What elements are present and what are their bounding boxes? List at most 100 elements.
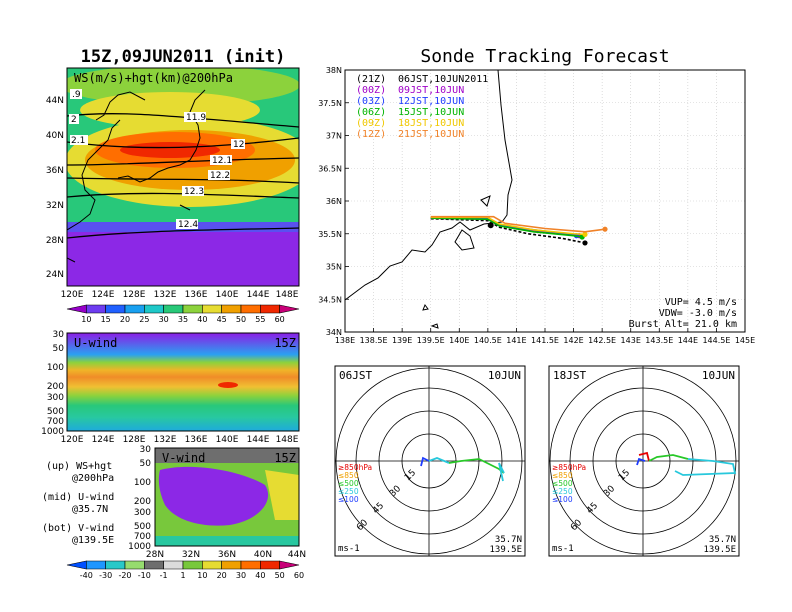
track-y-tick-label: 34.5N <box>318 295 342 304</box>
v-colorbar-tick-label: 50 <box>275 571 285 580</box>
polar-wind-trace <box>420 456 430 467</box>
polar-panel-right: 18JST 10JUN≥850hPa≤850≤500≤250≤1001530456… <box>548 365 740 557</box>
ws-colorbar-tick-label: 45 <box>217 315 227 324</box>
ws-lower-band <box>67 225 299 286</box>
track-grid <box>345 70 745 332</box>
polar-level-label: ≤100 <box>552 495 573 504</box>
polar-units: ms-1 <box>552 544 574 554</box>
polar-time: 06JST <box>339 369 372 382</box>
track-series-line <box>430 216 586 236</box>
v-colorbar-tick-label: 20 <box>217 571 227 580</box>
track-lines <box>430 215 608 246</box>
contour-label-6: 12.2 <box>210 171 230 181</box>
legend-jst: 09JST,10JUN <box>398 85 464 96</box>
ws-lon-tick-6: 144E <box>247 290 270 300</box>
polar-wind-trace <box>638 451 650 462</box>
polar-lon: 139.5E <box>489 545 522 555</box>
panel-notes: (up) WS+hgt @200hPa (mid) U-wind @35.7N … <box>42 461 114 546</box>
ws-map-panel: WS(m/s)+hgt(km)@200hPa .9 2 2.1 11.9 12 … <box>46 67 300 324</box>
v-colorbar-swatch <box>105 560 126 570</box>
track-ticks: 138E 138.5E 139E 139.5E 140E 140.5E 141E 141.5E… <box>318 66 755 345</box>
track-end-point <box>582 240 588 246</box>
ws-colorbar-swatch <box>86 304 106 314</box>
u-wind-x-ticks: 120E 124E 128E 132E 136E 140E 144E 148E <box>61 435 299 445</box>
u-x-tick-2: 128E <box>123 435 146 445</box>
v-colorbar-tick-label: -1 <box>160 571 168 580</box>
ws-height-contour-3 <box>67 157 299 166</box>
track-y-tick-label: 37.5N <box>318 99 342 108</box>
legend-jst: 18JST,10JUN <box>398 118 464 129</box>
track-legend: (21Z) 06JST,10JUN2011 (00Z) 09JST,10JUN (03Z… <box>356 74 488 140</box>
polar-level-label: ≤500 <box>338 479 359 488</box>
ws-colorbar-swatch <box>240 304 261 314</box>
polar-wind-trace <box>648 454 689 462</box>
v-colorbar-swatch <box>124 560 145 570</box>
note-1-b: @35.7N <box>72 504 108 515</box>
v-y-tick-6: 700 <box>134 532 151 542</box>
u-x-tick-7: 148E <box>276 435 299 445</box>
track-y-tick-label: 35N <box>326 263 342 272</box>
track-x-tick-label: 141.5E <box>531 336 559 345</box>
ws-frame <box>66 67 300 287</box>
note-0-b: @200hPa <box>72 473 114 484</box>
u-wind-core <box>218 382 238 388</box>
track-x-tick-label: 138.5E <box>360 336 388 345</box>
u-wind-panel: U-wind 15Z 30 50 100 200 300 500 700 100… <box>41 330 300 445</box>
track-series-line <box>430 215 606 233</box>
v-y-tick-7: 1000 <box>128 542 151 552</box>
ws-lat-tick-3: 36N <box>46 166 64 176</box>
v-x-tick-3: 40N <box>254 550 272 560</box>
ws-colorbar-swatch <box>144 304 164 314</box>
u-y-tick-3: 200 <box>47 382 64 392</box>
ws-lon-tick-4: 136E <box>185 290 208 300</box>
v-colorbar-swatch <box>86 560 106 570</box>
param-vup: VUP= 4.5 m/s <box>665 297 737 308</box>
v-colorbar-swatch <box>240 560 261 570</box>
ws-lon-tick-1: 124E <box>92 290 115 300</box>
ws-lon-tick-3: 132E <box>154 290 177 300</box>
v-colorbar-swatch <box>202 560 222 570</box>
ws-lat-tick-4: 40N <box>46 131 64 141</box>
ws-colorbar-swatch <box>163 304 184 314</box>
ws-colorbar-tick-label: 20 <box>120 315 130 324</box>
track-end-point <box>582 231 588 238</box>
u-x-tick-4: 136E <box>185 435 208 445</box>
param-vdw: VDW= -3.0 m/s <box>659 308 737 319</box>
ws-colorbar-tick-label: 40 <box>197 315 207 324</box>
legend-utc: (00Z) <box>356 85 386 96</box>
v-colorbar: -40 -30 -20 -10 -1 1 10 20 30 40 50 60 <box>66 560 304 580</box>
ws-lon-ticks: 120E 124E 128E 132E 136E 140E 144E 148E <box>61 290 299 300</box>
polar-level-label: ≤850 <box>552 471 573 480</box>
ws-height-contour-2 <box>67 137 299 149</box>
track-panel: 138E 138.5E 139E 139.5E 140E 140.5E 141E 141.5E… <box>318 66 755 345</box>
ws-lat-ticks: 24N 28N 32N 36N 40N 44N <box>46 96 64 280</box>
track-y-tick-label: 34N <box>326 328 342 337</box>
ws-coastline <box>67 89 206 263</box>
track-y-tick-label: 36N <box>326 197 342 206</box>
polar-level-label: ≥850hPa <box>552 463 586 472</box>
param-burst: Burst Alt= 21.0 km <box>629 319 737 330</box>
ws-height-contour-1 <box>67 112 299 128</box>
legend-jst: 12JST,10JUN <box>398 96 464 107</box>
polar-level-label: ≤250 <box>338 487 359 496</box>
v-colorbar-tick-label: 60 <box>294 571 304 580</box>
v-colorbar-tick-label: 1 <box>180 571 185 580</box>
v-colorbar-tick-label: -30 <box>99 571 112 580</box>
track-x-tick-label: 143E <box>621 336 641 345</box>
polar-level-label: ≥850hPa <box>338 463 372 472</box>
ws-colorbar-swatch <box>66 304 87 314</box>
v-wind-time: 15Z <box>274 451 296 465</box>
ws-lon-tick-5: 140E <box>216 290 239 300</box>
note-1-a: (mid) U-wind <box>42 492 114 503</box>
polar-time: 18JST <box>553 369 586 382</box>
ws-colorbar-swatch <box>221 304 242 314</box>
track-y-tick-label: 36.5N <box>318 164 342 173</box>
polar-level-label: ≤500 <box>552 479 573 488</box>
contour-label-0: .9 <box>72 90 81 100</box>
track-x-tick-label: 142.5E <box>588 336 616 345</box>
polar-lat: 35.7N <box>495 535 522 545</box>
v-colorbar-tick-label: -40 <box>80 571 93 580</box>
ws-north-yellow <box>80 92 260 128</box>
u-wind-y-ticks: 30 50 100 200 300 500 700 1000 <box>41 330 64 437</box>
